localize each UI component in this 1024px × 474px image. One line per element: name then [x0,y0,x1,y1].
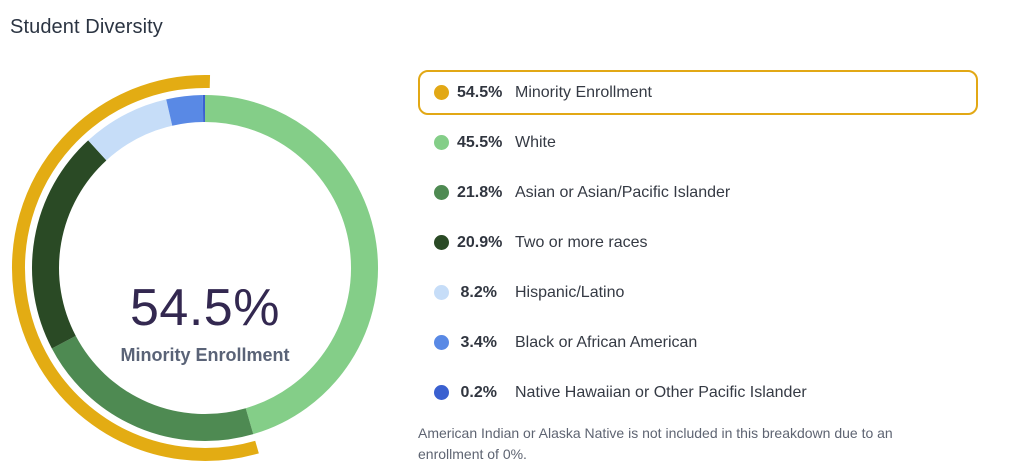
legend-percent: 0.2% [460,383,497,401]
legend-label: Hispanic/Latino [515,283,625,301]
donut-segment-asian-or-asian-pacific-islander[interactable] [51,335,254,441]
legend-label: White [515,133,556,151]
donut-segment-two-or-more-races[interactable] [32,140,107,349]
diversity-donut-chart: 54.5% Minority Enrollment [0,60,420,474]
legend-label: Native Hawaiian or Other Pacific Islande… [515,383,807,401]
legend-percent: 45.5% [457,133,503,151]
legend-item-native-hawaiian-pacific-islander[interactable]: 0.2% Native Hawaiian or Other Pacific Is… [418,370,978,415]
legend-item-white[interactable]: 45.5% White [418,120,978,165]
legend-item-black-or-african-american[interactable]: 3.4% Black or African American [418,320,978,365]
legend-dot-minority-enrollment-icon [434,85,449,100]
legend: 54.5% Minority Enrollment 45.5% White 21… [418,70,978,415]
legend-label: Black or African American [515,333,698,351]
legend-dot-hispanic-latino-icon [434,285,449,300]
legend-label: Minority Enrollment [515,83,652,101]
legend-percent: 8.2% [460,283,497,301]
page-title: Student Diversity [10,16,163,38]
legend-item-hispanic-latino[interactable]: 8.2% Hispanic/Latino [418,270,978,315]
legend-percent: 54.5% [457,83,503,101]
legend-dot-asian-icon [434,185,449,200]
legend-item-two-or-more-races[interactable]: 20.9% Two or more races [418,220,978,265]
legend-dot-black-or-african-american-icon [434,335,449,350]
legend-dot-white-icon [434,135,449,150]
legend-dot-two-or-more-races-icon [434,235,449,250]
footnote: American Indian or Alaska Native is not … [418,425,893,462]
legend-label: Asian or Asian/Pacific Islander [515,183,731,201]
outer-arc-minority-enrollment[interactable] [12,75,259,461]
legend-percent: 3.4% [460,333,497,351]
legend-item-minority-enrollment[interactable]: 54.5% Minority Enrollment [418,70,978,115]
legend-label: Two or more races [515,233,648,251]
donut-svg[interactable] [0,60,420,474]
legend-item-asian[interactable]: 21.8% Asian or Asian/Pacific Islander [418,170,978,215]
legend-dot-native-hawaiian-pacific-islander-icon [434,385,449,400]
donut-segment-black-or-african-american[interactable] [166,95,204,126]
legend-percent: 21.8% [457,183,503,201]
legend-percent: 20.9% [457,233,503,251]
donut-segment-white[interactable] [204,95,378,435]
donut-segment-hispanic-latino[interactable] [88,99,173,161]
